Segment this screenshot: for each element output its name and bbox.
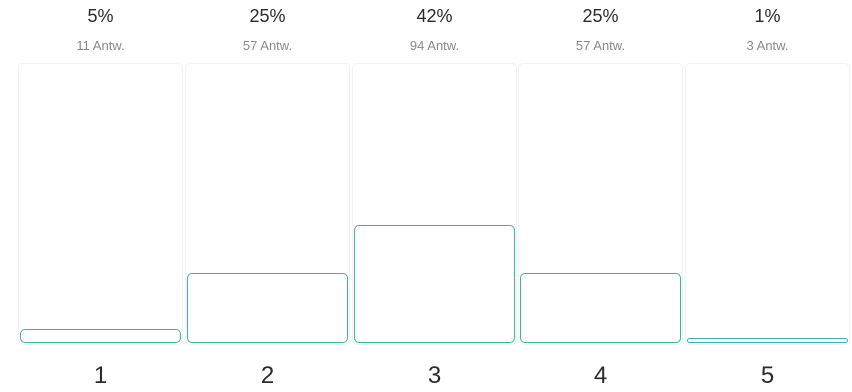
option-label: 4	[593, 362, 608, 389]
option-label: 3	[427, 362, 442, 389]
rating-option-2: 25% 57 Antw. 2	[185, 0, 350, 392]
option-label: 1	[93, 362, 108, 389]
answer-count-label: 57 Antw.	[575, 38, 626, 53]
answer-count-label: 11 Antw.	[76, 38, 125, 53]
result-bar[interactable]	[187, 273, 348, 343]
result-bar[interactable]	[520, 273, 681, 343]
answer-count-label: 94 Antw.	[409, 38, 460, 53]
bar-track	[18, 63, 183, 345]
rating-option-5: 1% 3 Antw. 5	[685, 0, 850, 392]
bar-track	[518, 63, 683, 345]
bar-track	[685, 63, 850, 345]
option-label: 2	[260, 362, 275, 389]
bar-track	[185, 63, 350, 345]
answer-count-label: 57 Antw.	[242, 38, 293, 53]
rating-option-3: 42% 94 Antw. 3	[352, 0, 517, 392]
result-bar[interactable]	[354, 225, 515, 343]
result-bar[interactable]	[687, 338, 848, 343]
percent-label: 25%	[582, 6, 619, 26]
bar-track	[352, 63, 517, 345]
option-label: 5	[760, 362, 775, 389]
result-bar[interactable]	[20, 329, 181, 343]
rating-option-1: 5% 11 Antw. 1	[18, 0, 183, 392]
rating-option-4: 25% 57 Antw. 4	[518, 0, 683, 392]
percent-label: 5%	[87, 6, 114, 26]
percent-label: 25%	[249, 6, 286, 26]
answer-count-label: 3 Antw.	[746, 38, 789, 53]
percent-label: 1%	[754, 6, 781, 26]
percent-label: 42%	[416, 6, 453, 26]
